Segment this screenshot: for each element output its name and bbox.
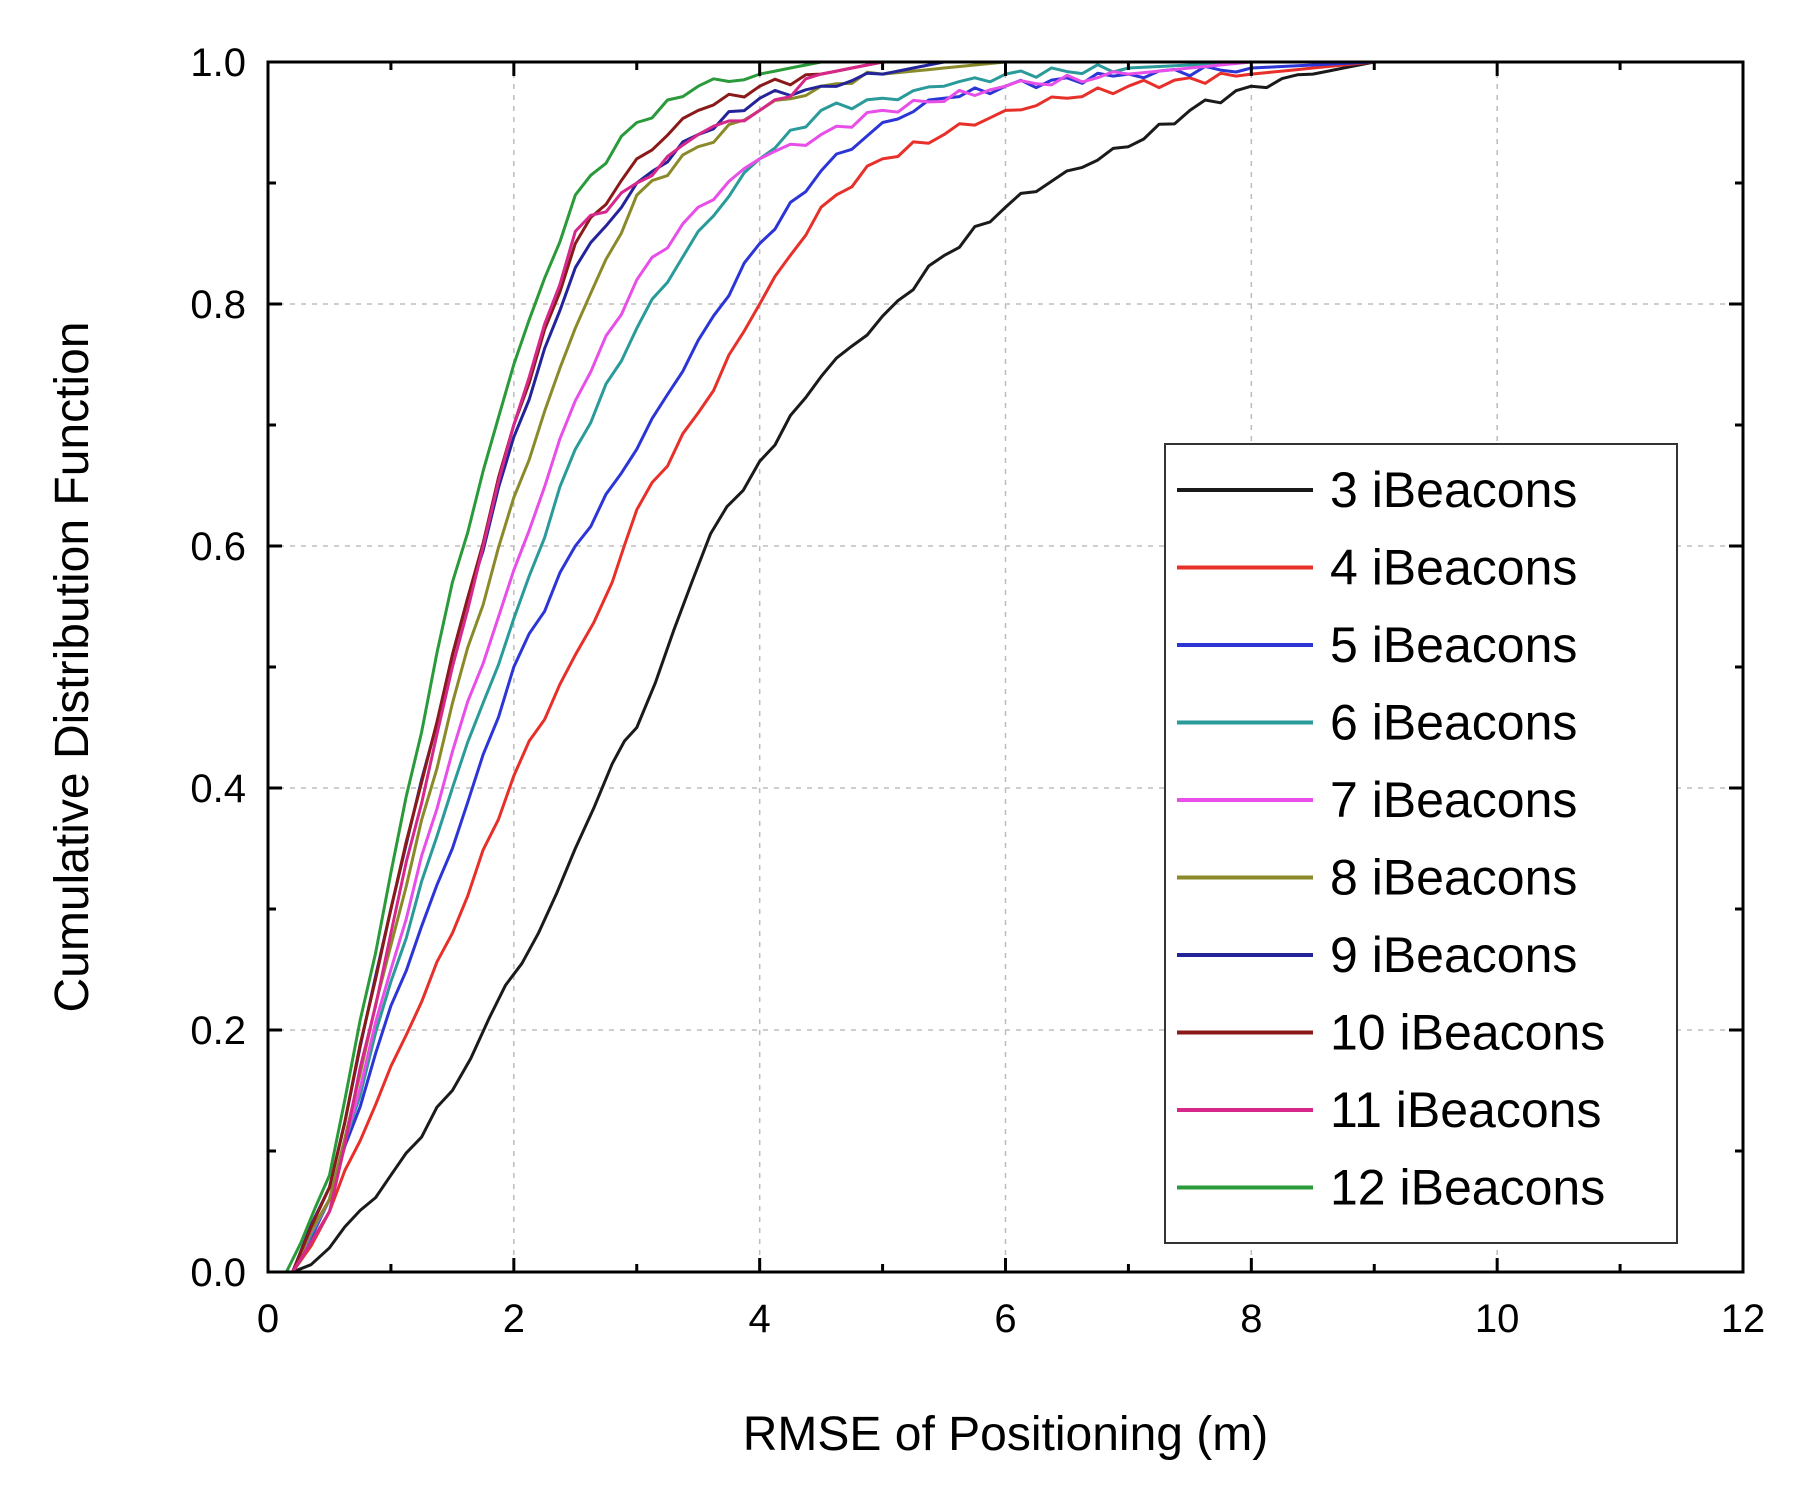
legend-label: 10 iBeacons [1330, 1005, 1605, 1061]
legend-label: 9 iBeacons [1330, 927, 1577, 983]
x-tick-label: 10 [1475, 1297, 1520, 1341]
legend-label: 6 iBeacons [1330, 695, 1577, 751]
legend-label: 12 iBeacons [1330, 1160, 1605, 1216]
y-tick-label: 0.0 [190, 1251, 246, 1295]
x-tick-label: 6 [994, 1297, 1016, 1341]
legend-label: 3 iBeacons [1330, 462, 1577, 518]
y-tick-label: 0.2 [190, 1009, 246, 1053]
x-axis-label: RMSE of Positioning (m) [743, 1408, 1269, 1461]
x-tick-label: 2 [503, 1297, 525, 1341]
legend-label: 4 iBeacons [1330, 540, 1577, 596]
y-axis-label: Cumulative Distribution Function [46, 322, 99, 1013]
y-tick-label: 0.4 [190, 767, 246, 811]
legend: 3 iBeacons 4 iBeacons 5 iBeacons 6 iBeacons… [1164, 443, 1678, 1244]
x-tick-label: 0 [257, 1297, 279, 1341]
x-tick-label: 8 [1240, 1297, 1262, 1341]
x-tick-labels: 0 2 4 6 8 10 12 [257, 1297, 1765, 1341]
x-tick-label: 12 [1721, 1297, 1766, 1341]
y-tick-label: 0.6 [190, 525, 246, 569]
legend-label: 7 iBeacons [1330, 772, 1577, 828]
y-tick-labels: 0.0 0.2 0.4 0.6 0.8 1.0 [190, 41, 246, 1295]
y-tick-label: 0.8 [190, 283, 246, 327]
legend-label: 5 iBeacons [1330, 617, 1577, 673]
legend-label: 8 iBeacons [1330, 850, 1577, 906]
x-tick-label: 4 [749, 1297, 771, 1341]
axis-ticks [266, 60, 1745, 1274]
legend-label: 11 iBeacons [1330, 1082, 1601, 1138]
y-tick-label: 1.0 [190, 41, 246, 85]
